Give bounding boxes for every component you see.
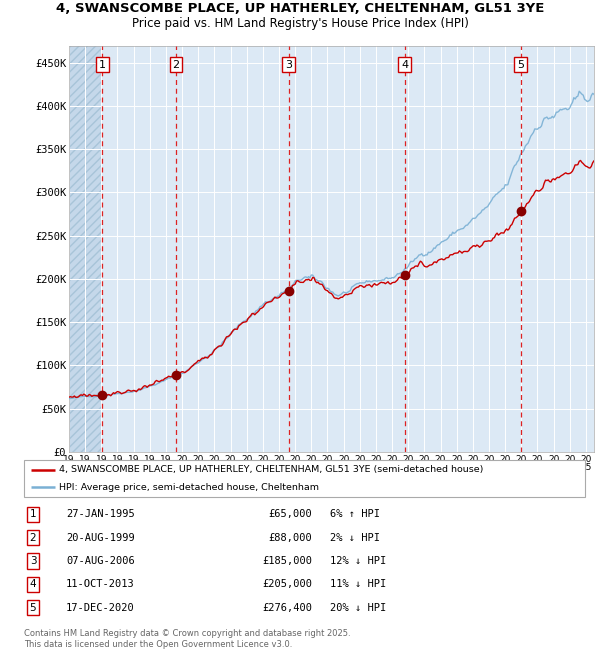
- Text: 1: 1: [99, 60, 106, 70]
- Text: 4, SWANSCOMBE PLACE, UP HATHERLEY, CHELTENHAM, GL51 3YE: 4, SWANSCOMBE PLACE, UP HATHERLEY, CHELT…: [56, 2, 544, 15]
- Text: 3: 3: [285, 60, 292, 70]
- Text: £185,000: £185,000: [262, 556, 312, 566]
- Text: HPI: Average price, semi-detached house, Cheltenham: HPI: Average price, semi-detached house,…: [59, 482, 319, 491]
- Text: 3: 3: [29, 556, 37, 566]
- Text: 12% ↓ HPI: 12% ↓ HPI: [330, 556, 386, 566]
- Text: £276,400: £276,400: [262, 603, 312, 613]
- Text: 11% ↓ HPI: 11% ↓ HPI: [330, 579, 386, 590]
- FancyBboxPatch shape: [24, 460, 585, 497]
- Text: 07-AUG-2006: 07-AUG-2006: [66, 556, 135, 566]
- Text: 1: 1: [29, 509, 37, 519]
- Text: 2: 2: [29, 532, 37, 543]
- Text: £205,000: £205,000: [262, 579, 312, 590]
- Text: 4, SWANSCOMBE PLACE, UP HATHERLEY, CHELTENHAM, GL51 3YE (semi-detached house): 4, SWANSCOMBE PLACE, UP HATHERLEY, CHELT…: [59, 465, 483, 474]
- Text: 20-AUG-1999: 20-AUG-1999: [66, 532, 135, 543]
- Text: 11-OCT-2013: 11-OCT-2013: [66, 579, 135, 590]
- Text: 2: 2: [173, 60, 179, 70]
- Text: 6% ↑ HPI: 6% ↑ HPI: [330, 509, 380, 519]
- Text: Price paid vs. HM Land Registry's House Price Index (HPI): Price paid vs. HM Land Registry's House …: [131, 17, 469, 30]
- Text: £65,000: £65,000: [268, 509, 312, 519]
- Text: 5: 5: [517, 60, 524, 70]
- Bar: [69, 46, 103, 452]
- Text: £88,000: £88,000: [268, 532, 312, 543]
- Text: 27-JAN-1995: 27-JAN-1995: [66, 509, 135, 519]
- Text: 2% ↓ HPI: 2% ↓ HPI: [330, 532, 380, 543]
- Text: 4: 4: [401, 60, 408, 70]
- Text: Contains HM Land Registry data © Crown copyright and database right 2025.
This d: Contains HM Land Registry data © Crown c…: [24, 629, 350, 649]
- Text: 5: 5: [29, 603, 37, 613]
- Text: 4: 4: [29, 579, 37, 590]
- Text: 20% ↓ HPI: 20% ↓ HPI: [330, 603, 386, 613]
- Text: 17-DEC-2020: 17-DEC-2020: [66, 603, 135, 613]
